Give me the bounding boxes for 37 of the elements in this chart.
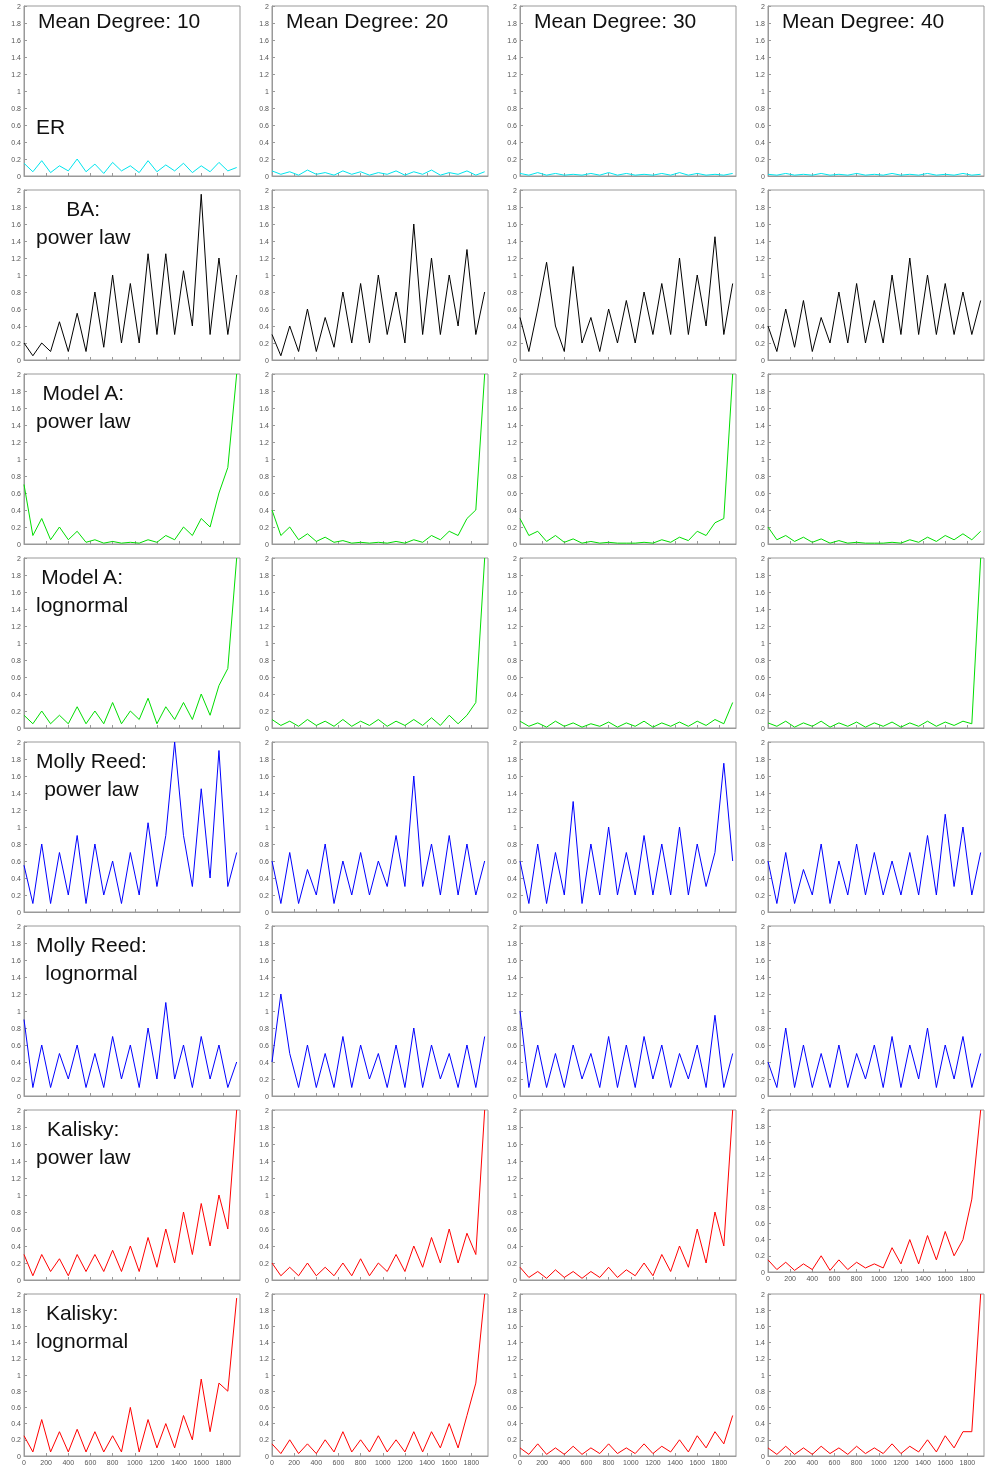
- line-series: [23, 373, 238, 544]
- line-series: [767, 1027, 982, 1088]
- annotation: Molly Reed: power law: [35, 748, 147, 800]
- line-series: [519, 1010, 734, 1088]
- line-series: [23, 741, 238, 904]
- annotation: Kalisky: lognormal: [36, 1300, 129, 1352]
- line-series: [271, 373, 486, 544]
- line-series: [767, 1293, 982, 1455]
- chart-title: Mean Degree: 40: [782, 8, 945, 32]
- line-series: [271, 993, 486, 1088]
- line-series: [767, 813, 982, 904]
- line-series: [23, 557, 238, 725]
- line-series: [271, 1293, 486, 1455]
- annotation: Model A: lognormal: [36, 564, 129, 616]
- line-series: [23, 1002, 238, 1088]
- line-series: [519, 1109, 734, 1279]
- line-series: [519, 236, 734, 352]
- line-series: [767, 257, 982, 352]
- line-series: [271, 223, 486, 357]
- line-series: [519, 373, 734, 544]
- line-series: [519, 762, 734, 904]
- annotation: Model A: power law: [36, 380, 132, 432]
- line-series: [23, 1109, 238, 1277]
- line-series: [23, 1297, 238, 1453]
- line-series: [767, 1109, 982, 1271]
- line-series: [271, 557, 486, 727]
- annotation: Molly Reed: lognormal: [35, 932, 147, 984]
- annotation: Kalisky: power law: [36, 1116, 132, 1168]
- annotation: ER: [35, 114, 66, 138]
- chart-title: Mean Degree: 30: [534, 8, 697, 32]
- chart-title: Mean Degree: 10: [38, 8, 201, 32]
- line-series: [23, 193, 238, 357]
- line-series: [271, 1109, 486, 1277]
- chart-title: Mean Degree: 20: [286, 8, 449, 32]
- line-series: [271, 775, 486, 904]
- annotation: BA: power law: [36, 196, 132, 248]
- line-series: [767, 557, 982, 728]
